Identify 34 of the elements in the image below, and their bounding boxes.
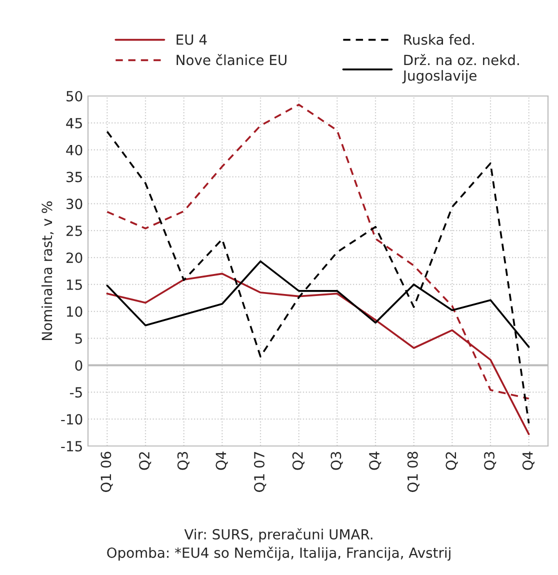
x-tick-label: Q4 <box>216 452 228 470</box>
y-axis-title: Nominalna rast, v % <box>41 201 54 340</box>
y-tick-label: 30 <box>66 198 82 210</box>
x-tick-label: Q1 08 <box>407 452 420 492</box>
y-tick-label: 25 <box>66 226 82 236</box>
x-tick-label: Q1 07 <box>254 452 266 492</box>
x-tick-label: Q2 <box>139 452 152 470</box>
legend-label: Nove članice EU <box>176 54 286 66</box>
x-tick-label: Q4 <box>522 452 534 470</box>
line-series <box>106 130 530 424</box>
y-tick-label: 10 <box>66 306 82 317</box>
x-tick-label: Q2 <box>292 452 304 470</box>
y-tick-label: 35 <box>66 172 82 182</box>
legend-label: EU 4 <box>176 34 207 45</box>
x-tick-label: Q3 <box>330 452 343 470</box>
text: Opomba: *EU4 so Nemčija, Italija, Francija, Avstrij <box>107 546 450 561</box>
legend-label: Ruska fed. <box>404 34 474 45</box>
y-tick-label: 20 <box>66 252 82 264</box>
y-tick-label: 45 <box>66 118 82 128</box>
y-tick-label: -10 <box>61 414 82 425</box>
y-tick-label: 0 <box>75 360 82 371</box>
x-tick-label: Q3 <box>484 452 496 470</box>
y-tick-label: 5 <box>75 333 82 344</box>
y-tick-label: -5 <box>70 387 82 398</box>
y-tick-label: 50 <box>66 90 82 102</box>
legend-label: Drž. na oz. nekd. Jugoslavije <box>402 54 519 84</box>
x-tick-label: Q3 <box>177 452 190 470</box>
x-tick-label: Q2 <box>446 452 458 470</box>
text: Vir: SURS, preračuni UMAR. <box>184 528 372 542</box>
x-tick-label: Q1 06 <box>100 452 113 492</box>
x-tick-label: Q4 <box>369 452 382 470</box>
y-tick-label: 40 <box>66 144 82 156</box>
y-tick-label: -15 <box>61 441 82 452</box>
y-tick-label: 15 <box>66 280 82 290</box>
